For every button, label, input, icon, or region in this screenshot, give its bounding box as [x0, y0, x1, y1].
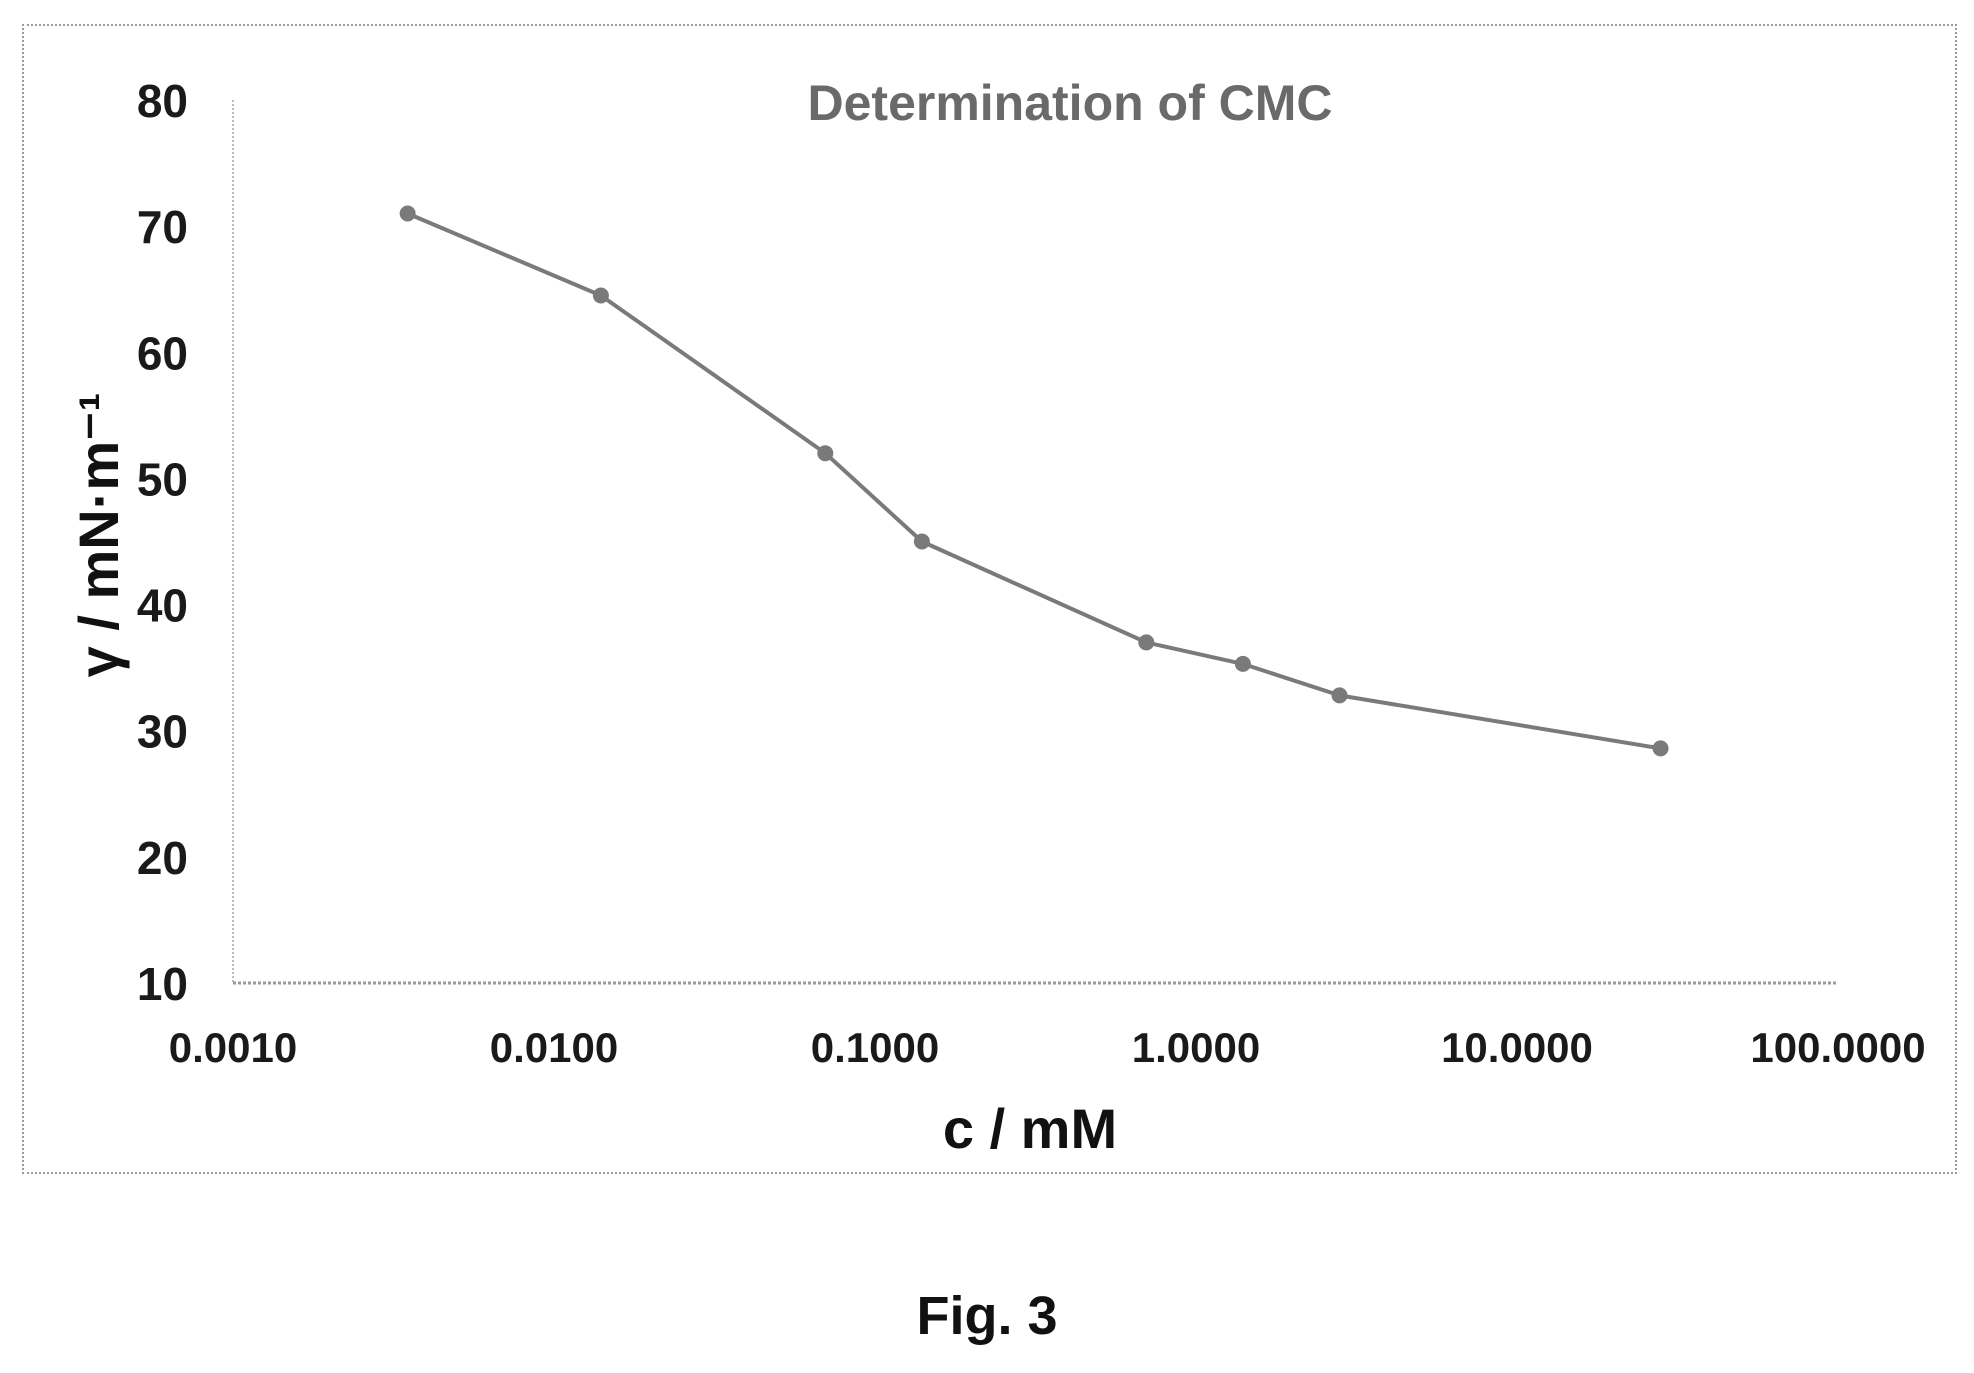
x-tick-label: 1.0000: [1132, 1024, 1260, 1071]
axes-layer: [232, 100, 1838, 985]
chart-title: Determination of CMC: [808, 75, 1333, 131]
data-point: [592, 287, 609, 304]
y-tick-label: 80: [137, 75, 188, 127]
y-tick-label: 30: [137, 706, 188, 758]
x-tick-label: 0.0010: [169, 1024, 297, 1071]
series-line: [406, 211, 1661, 751]
y-tick-label: 40: [137, 580, 188, 632]
y-tick-label: 10: [137, 958, 188, 1010]
y-tick-label: 20: [137, 832, 188, 884]
series-layer: [399, 205, 1669, 757]
y-tick-label: 60: [137, 327, 188, 379]
labels-layer: 10 20 30 40 50 60 70 80 0.0010 0.0100 0.1000 1.0000…: [137, 75, 1926, 1071]
data-point: [1652, 740, 1669, 757]
figure-caption: Fig. 3: [916, 1286, 1058, 1346]
x-tick-label: 0.1000: [811, 1024, 939, 1071]
y-axis-title: γ / mN·m⁻¹: [67, 393, 130, 678]
data-point: [1331, 687, 1348, 704]
data-point: [399, 205, 416, 222]
chart-frame: [22, 24, 1957, 1174]
x-tick-label: 100.0000: [1750, 1024, 1925, 1071]
data-point: [1138, 634, 1155, 651]
data-point: [913, 533, 930, 550]
x-axis-title: c / mM: [943, 1097, 1117, 1160]
x-tick-label: 0.0100: [490, 1024, 618, 1071]
data-point: [817, 445, 834, 462]
y-tick-label: 70: [137, 201, 188, 253]
data-point: [1234, 655, 1251, 672]
y-tick-label: 50: [137, 453, 188, 505]
x-tick-label: 10.0000: [1441, 1024, 1593, 1071]
